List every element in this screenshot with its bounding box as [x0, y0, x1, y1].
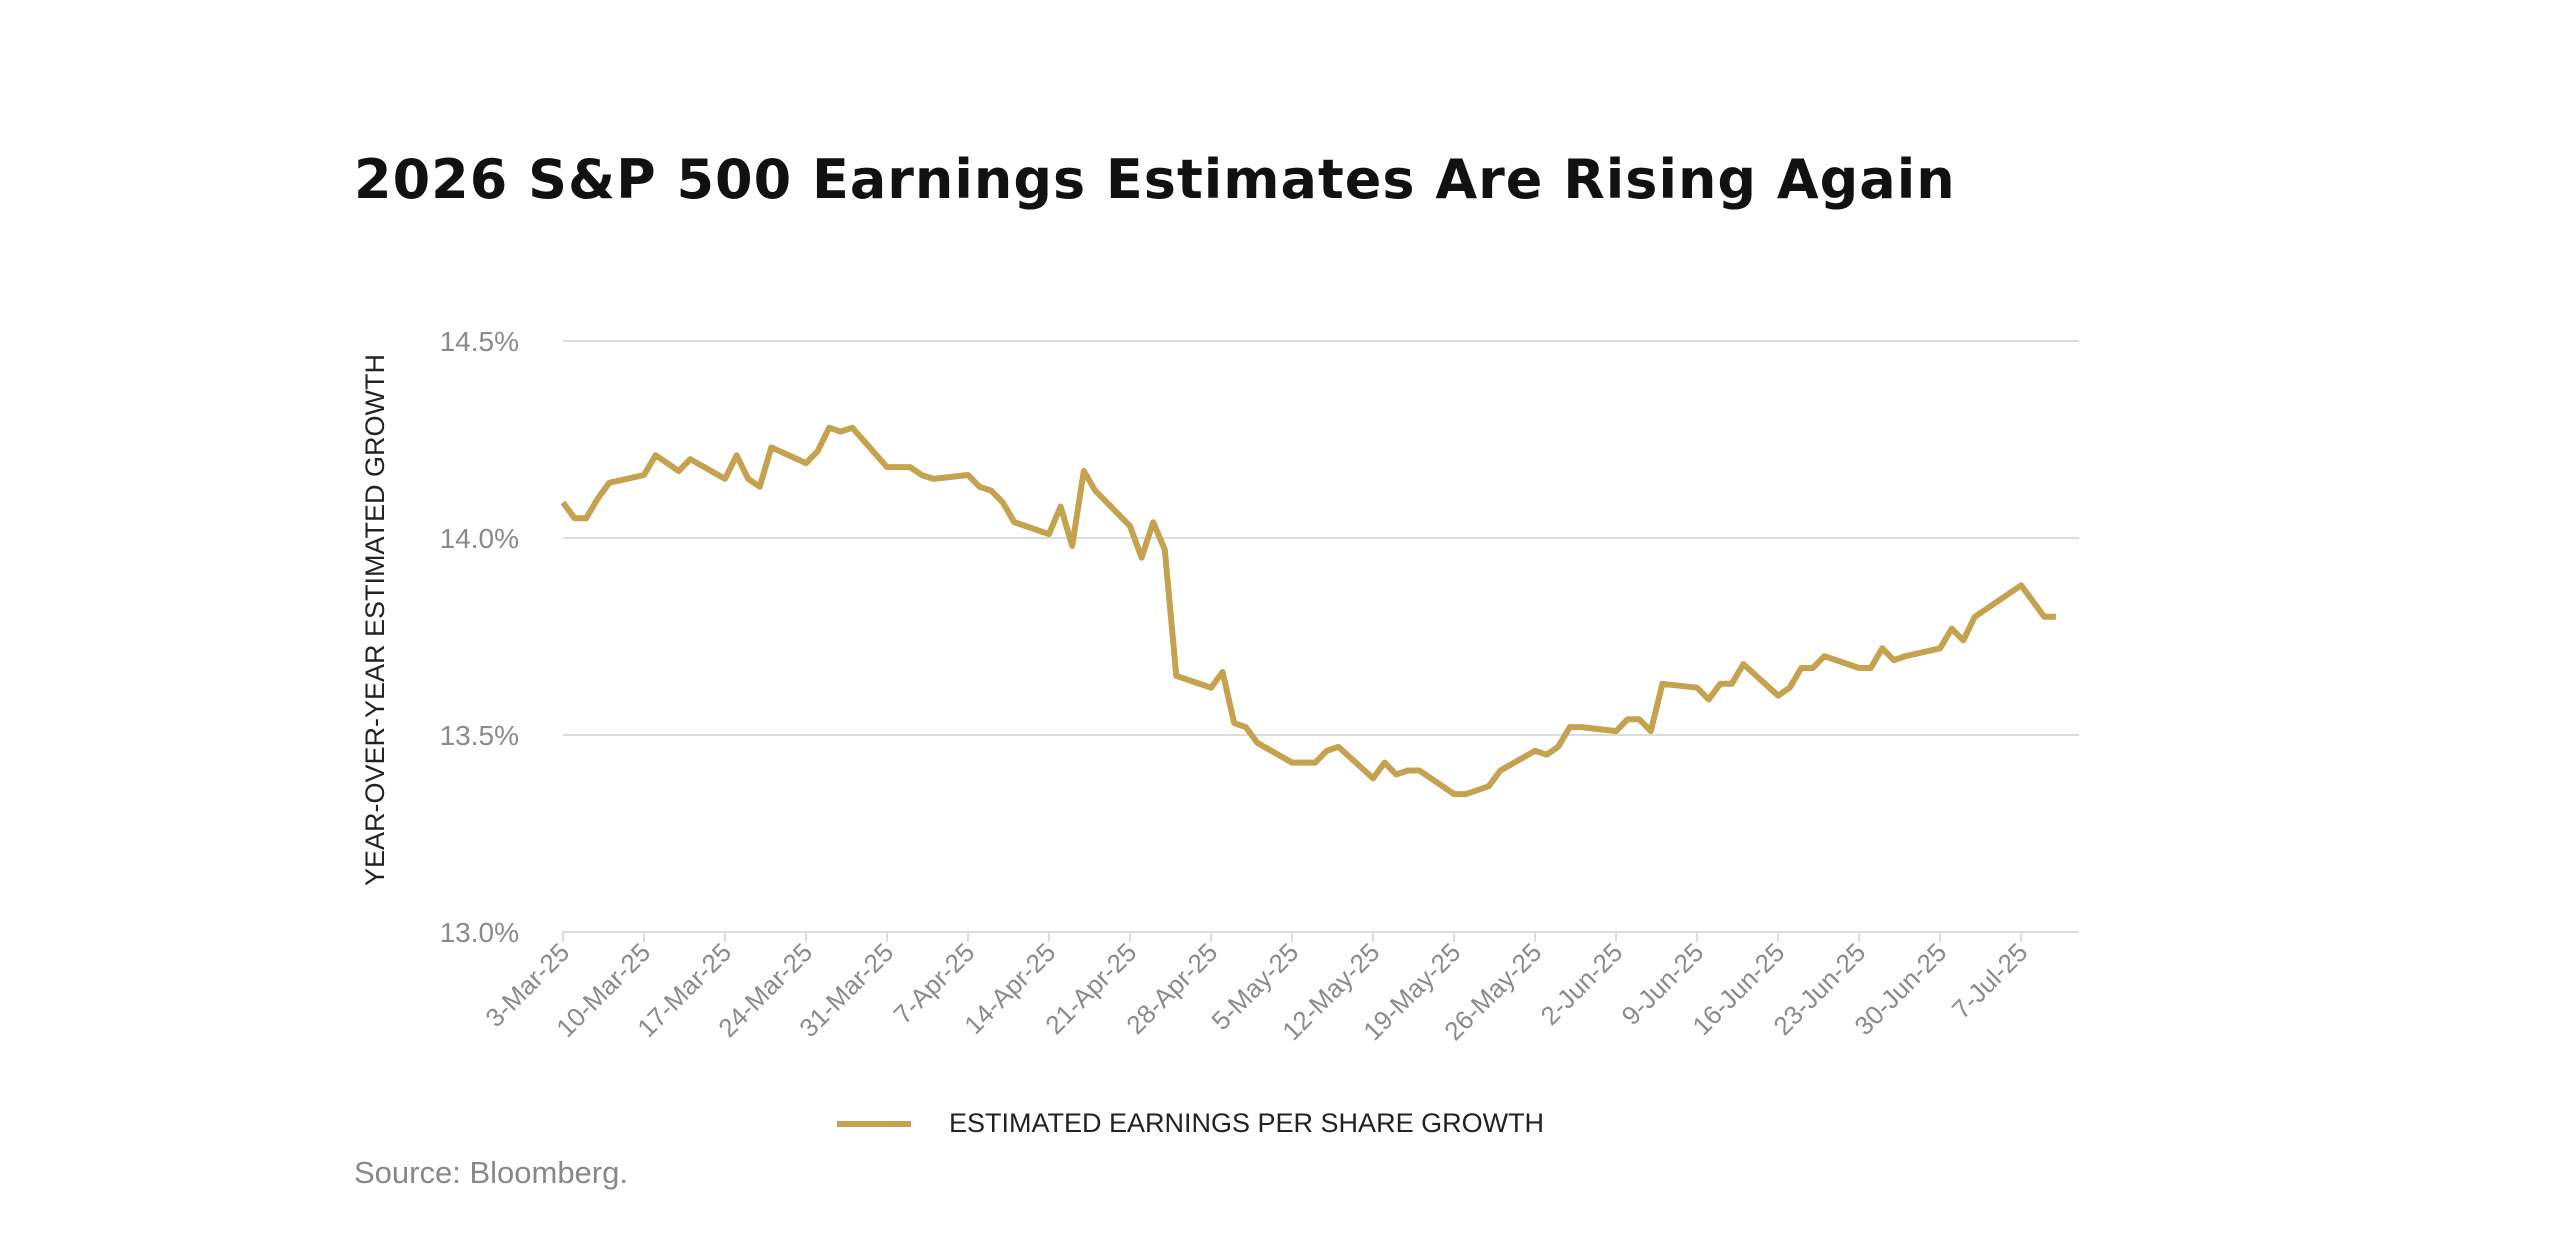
x-tick-label: 2-Jun-25 [1535, 937, 1629, 1031]
y-tick-label: 13.0% [440, 917, 519, 948]
y-tick-label: 13.5% [440, 720, 519, 751]
legend-swatch [837, 1120, 911, 1127]
y-axis-label: YEAR-OVER-YEAR ESTIMATED GROWTH [360, 354, 390, 886]
series-line-eps-growth [560, 424, 2056, 798]
legend: ESTIMATED EARNINGS PER SHARE GROWTH [837, 1108, 1544, 1139]
y-tick-label: 14.0% [440, 523, 519, 554]
x-tick-label: 7-Jul-25 [1946, 937, 2034, 1025]
chart-title: 2026 S&P 500 Earnings Estimates Are Risi… [354, 148, 1956, 211]
legend-label: ESTIMATED EARNINGS PER SHARE GROWTH [949, 1108, 1545, 1138]
source-note: Source: Bloomberg. [354, 1155, 628, 1190]
y-tick-label: 14.5% [440, 326, 519, 357]
